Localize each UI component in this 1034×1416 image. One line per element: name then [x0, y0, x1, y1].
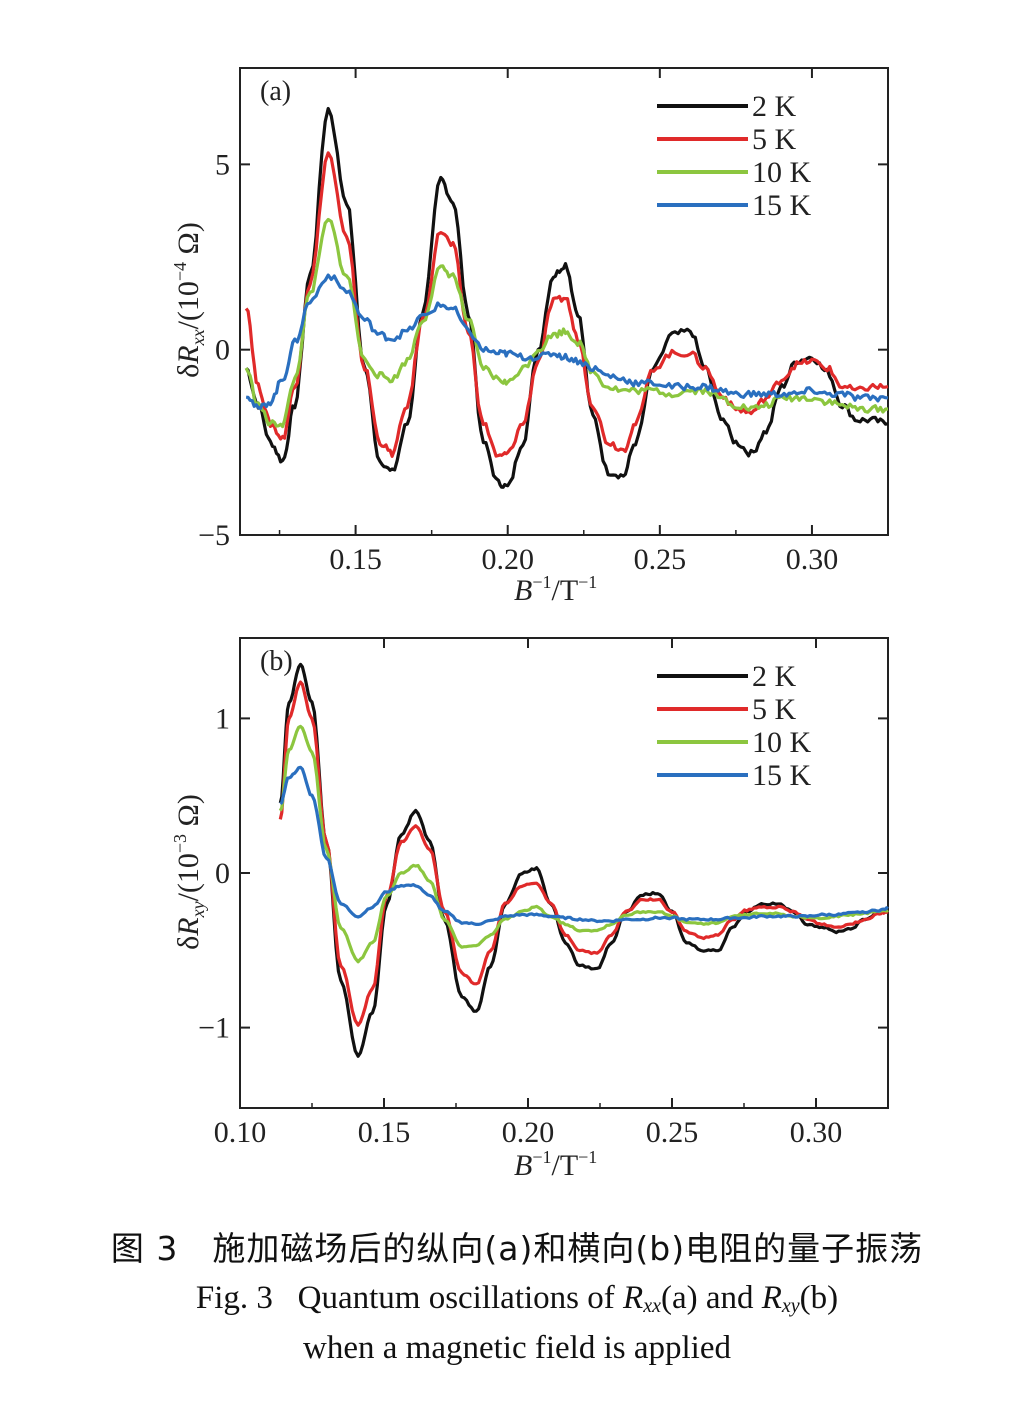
panel-a-legend-label: 15 K [752, 189, 812, 222]
panel-a-legend-label: 5 K [752, 123, 797, 156]
caption-sub-xx: xx [643, 1295, 661, 1317]
panel-b-x-tick-label: 0.30 [790, 1116, 843, 1149]
panel-b: 0.10 0.15 0.20 0.25 0.30 −1 0 1 2 K5 K10 K15 K (b… [170, 637, 889, 1182]
panel-a-x-tick-label: 0.30 [786, 543, 839, 576]
caption-r: R [623, 1280, 644, 1316]
caption-r2: R [761, 1280, 782, 1316]
caption-english-line2: when a magnetic field is applied [303, 1330, 731, 1366]
panel-a-y-axis-label: δRxx/(10−4 Ω) [170, 222, 208, 378]
caption-chinese: 图 3 施加磁场后的纵向(a)和横向(b)电阻的量子振荡 [110, 1229, 924, 1268]
panel-a-y-tick-label: 0 [215, 334, 230, 367]
panel-a-label: (a) [260, 76, 291, 107]
panel-a-plot-frame [239, 67, 889, 536]
panel-a-x-tick-label: 0.20 [481, 543, 534, 576]
panel-a-y-tick-label: −5 [198, 519, 230, 552]
panel-a-x-axis-label: B−1/T−1 [514, 572, 597, 607]
caption-part-b: (b) [799, 1280, 839, 1316]
panel-b-legend-label: 5 K [752, 693, 797, 726]
panel-b-y-tick-label: −1 [198, 1012, 230, 1045]
panel-a-legend-label: 10 K [752, 156, 812, 189]
caption-fig-number: Fig. 3 [195, 1280, 273, 1316]
panel-b-legend-label: 2 K [752, 660, 797, 693]
panel-b-y-tick-label: 0 [215, 857, 230, 890]
panel-a-series-2k [244, 106, 889, 489]
panel-a: 0.15 0.20 0.25 0.30 −5 0 5 2 K5 K10 K15 K (a) B−1… [170, 67, 889, 607]
panel-a-x-tick-label: 0.15 [329, 543, 382, 576]
caption-text: Quantum oscillations of [297, 1280, 615, 1316]
panel-b-x-tick-label: 0.25 [646, 1116, 699, 1149]
caption-part-a: (a) and [660, 1280, 754, 1316]
panel-b-x-tick-label: 0.10 [214, 1116, 267, 1149]
panel-a-series-10k [244, 217, 889, 429]
caption-english-line1: Fig. 3 Quantum oscillations of Rxx(a) an… [0, 1280, 1034, 1318]
panel-a-legend-label: 2 K [752, 90, 797, 123]
panel-b-series-15k [279, 765, 889, 926]
caption-sub-xy: xy [781, 1295, 800, 1317]
panel-b-series-2k [278, 662, 889, 1058]
panel-a-series-5k [244, 151, 889, 458]
panel-b-y-tick-label: 1 [215, 702, 230, 735]
panel-a-x-tick-label: 0.25 [634, 543, 687, 576]
panel-a-series-15k [245, 273, 889, 411]
panel-b-x-tick-label: 0.15 [358, 1116, 411, 1149]
panel-b-label: (b) [260, 646, 293, 677]
panel-b-x-axis-label: B−1/T−1 [514, 1147, 597, 1182]
panel-b-x-tick-label: 0.20 [502, 1116, 555, 1149]
panel-a-y-tick-label: 5 [215, 148, 230, 181]
panel-b-legend-label: 15 K [752, 759, 812, 792]
panel-b-series-5k [278, 680, 889, 1027]
panel-b-y-axis-label: δRxy/(10−3 Ω) [170, 794, 208, 950]
panel-b-legend-label: 10 K [752, 726, 812, 759]
